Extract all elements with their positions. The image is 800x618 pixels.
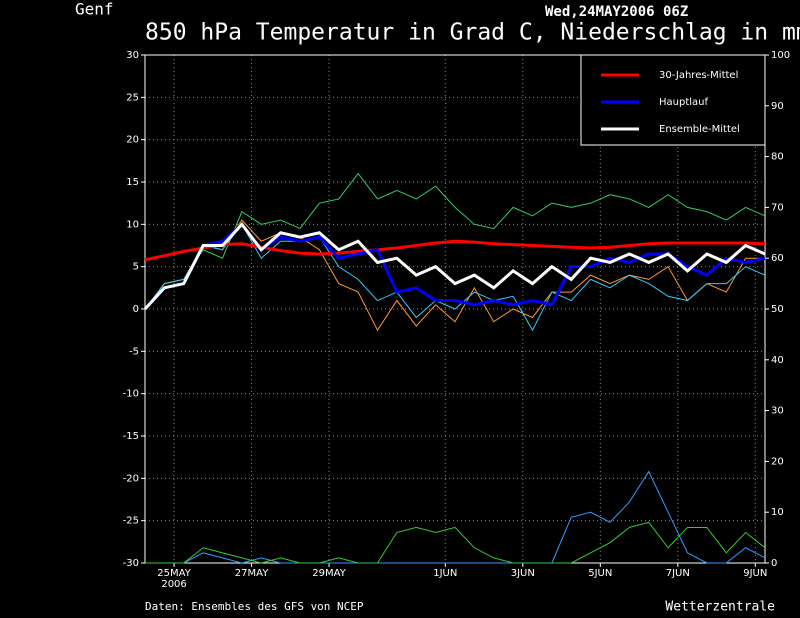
y-tick-label: 0 <box>133 304 139 315</box>
y2-tick-label: 90 <box>771 101 784 112</box>
y-tick-label: -15 <box>123 431 139 442</box>
series-line <box>144 219 765 332</box>
y-tick-label: 5 <box>133 262 139 273</box>
x-tick-label: 5JUN <box>588 568 612 579</box>
y2-tick-label: 0 <box>771 558 777 569</box>
y2-tick-label: 10 <box>771 507 784 518</box>
x-tick-label: 25MAY <box>157 568 191 579</box>
x-tick-label: 1JUN <box>433 568 457 579</box>
station: Genf <box>75 0 114 19</box>
x-tick-label: 9JUN <box>743 568 767 579</box>
legend-label: Ensemble-Mittel <box>659 124 740 135</box>
series-line <box>144 239 766 262</box>
series-line <box>145 521 766 564</box>
legend-label: Hauptlauf <box>659 97 708 108</box>
y2-tick-label: 70 <box>771 202 784 213</box>
y-tick-label: 20 <box>126 135 139 146</box>
y2-tick-label: 50 <box>771 304 784 315</box>
x-sublabel: 2006 <box>161 579 186 590</box>
source: Daten: Ensembles des GFS von NCEP <box>145 600 364 613</box>
x-tick-label: 27MAY <box>235 568 269 579</box>
series-line <box>144 172 766 310</box>
y-tick-label: 15 <box>126 177 139 188</box>
y-tick-label: -5 <box>129 346 139 357</box>
y2-tick-label: 30 <box>771 406 784 417</box>
y-tick-label: -25 <box>123 516 139 527</box>
y2-tick-label: 100 <box>771 50 790 61</box>
chart-title: 850 hPa Temperatur in Grad C, Niederschl… <box>145 20 800 46</box>
y-tick-label: -10 <box>123 389 139 400</box>
x-tick-label: 7JUN <box>666 568 690 579</box>
y2-tick-label: 40 <box>771 355 784 366</box>
x-tick-label: 3JUN <box>511 568 535 579</box>
legend-label: 30-Jahres-Mittel <box>659 70 738 81</box>
y-tick-label: -20 <box>123 473 139 484</box>
y2-tick-label: 60 <box>771 253 784 264</box>
x-tick-label: 29MAY <box>312 568 346 579</box>
y-tick-label: 30 <box>126 50 139 61</box>
y-tick-label: -30 <box>123 558 139 569</box>
y-tick-label: 10 <box>126 219 139 230</box>
credit: Wetterzentrale <box>665 600 775 615</box>
series-line <box>144 223 766 332</box>
run-time: Wed,24MAY2006 06Z <box>545 4 688 20</box>
series-line <box>145 470 766 564</box>
y-tick-label: 25 <box>126 92 139 103</box>
y2-tick-label: 80 <box>771 152 784 163</box>
series-line <box>143 221 766 311</box>
y2-tick-label: 20 <box>771 456 784 467</box>
